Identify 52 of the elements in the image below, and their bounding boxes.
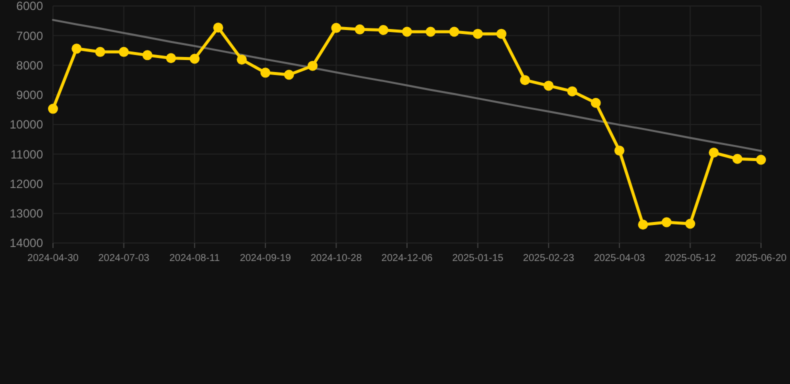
x-tick-label: 2024-04-30 [27, 253, 80, 264]
point [567, 86, 578, 96]
point [284, 70, 294, 80]
y-tick-label: 7000 [16, 28, 44, 43]
point [662, 217, 672, 228]
x-tick-label: 2025-02-23 [523, 253, 575, 264]
x-tick-label: 2024-09-19 [240, 253, 292, 264]
point [590, 98, 601, 108]
x-tick-label: 2025-04-03 [594, 253, 646, 264]
point [213, 22, 224, 33]
line-series [52, 18, 762, 152]
point [331, 22, 342, 33]
point [544, 80, 554, 91]
point [48, 104, 58, 114]
point [472, 28, 483, 39]
point [166, 53, 176, 64]
point [708, 148, 719, 158]
y-tick-label: 12000 [10, 176, 44, 191]
x-tick-label: 2024-12-06 [381, 253, 434, 264]
y-tick-label: 14000 [10, 236, 44, 250]
point [260, 68, 270, 78]
point [118, 46, 129, 57]
x-tick-label: 2025-01-15 [452, 253, 504, 264]
point [378, 24, 388, 35]
point [685, 218, 696, 229]
y-tick-label: 8000 [16, 58, 44, 72]
point [402, 26, 412, 37]
point [190, 54, 200, 64]
point [95, 46, 106, 57]
point [308, 60, 318, 71]
y-tick-label: 13000 [10, 206, 44, 221]
point [520, 75, 530, 86]
point [236, 54, 247, 65]
point [732, 154, 742, 164]
x-tick-label: 2024-07-03 [98, 253, 150, 264]
point [638, 220, 648, 230]
x-tick-label: 2024-10-28 [310, 253, 362, 264]
y-tick-label: 9000 [16, 88, 44, 102]
point [496, 28, 506, 39]
point [142, 50, 152, 60]
x-tick-label: 2025-05-12 [664, 253, 716, 264]
x-tick-label: 2024-08-11 [169, 253, 220, 264]
point [756, 154, 766, 165]
point [614, 146, 624, 156]
point [449, 26, 460, 37]
point [72, 44, 82, 54]
point [426, 26, 436, 37]
x-tick-label: 2025-06-20 [735, 253, 788, 264]
point [354, 24, 365, 34]
y-tick-label: 11000 [10, 147, 44, 162]
y-tick-label: 6000 [16, 0, 44, 14]
y-tick-label: 10000 [10, 118, 44, 132]
